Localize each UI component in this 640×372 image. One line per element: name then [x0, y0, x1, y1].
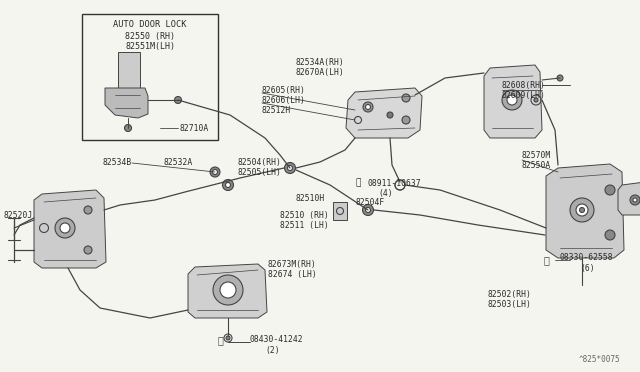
- Circle shape: [362, 205, 374, 215]
- Text: 82504F: 82504F: [355, 198, 384, 206]
- Circle shape: [630, 195, 640, 205]
- Circle shape: [570, 198, 594, 222]
- Text: 82512H: 82512H: [262, 106, 291, 115]
- Circle shape: [365, 208, 371, 212]
- Circle shape: [223, 180, 234, 190]
- Circle shape: [84, 246, 92, 254]
- Text: Ⓢ: Ⓢ: [543, 255, 549, 265]
- Circle shape: [365, 105, 371, 109]
- Text: Ⓞ: Ⓞ: [355, 179, 361, 187]
- Circle shape: [175, 96, 182, 103]
- Circle shape: [84, 206, 92, 214]
- Circle shape: [125, 125, 131, 131]
- Text: 82520J: 82520J: [3, 211, 32, 219]
- Circle shape: [212, 170, 218, 174]
- Text: (6): (6): [580, 263, 595, 273]
- Circle shape: [402, 94, 410, 102]
- Circle shape: [402, 116, 410, 124]
- Text: 82505(LH): 82505(LH): [238, 167, 282, 176]
- Circle shape: [213, 275, 243, 305]
- Circle shape: [60, 223, 70, 233]
- Circle shape: [220, 282, 236, 298]
- Text: 82608(RH): 82608(RH): [502, 80, 546, 90]
- Circle shape: [557, 75, 563, 81]
- Text: 82606(LH): 82606(LH): [262, 96, 306, 105]
- Text: 82504(RH): 82504(RH): [238, 157, 282, 167]
- Circle shape: [633, 198, 637, 202]
- Circle shape: [576, 204, 588, 216]
- Circle shape: [55, 218, 75, 238]
- Text: ^825*0075: ^825*0075: [579, 356, 620, 365]
- Text: 82670A(LH): 82670A(LH): [295, 67, 344, 77]
- Circle shape: [502, 90, 522, 110]
- Text: 82503(LH): 82503(LH): [488, 301, 532, 310]
- Circle shape: [605, 230, 615, 240]
- Circle shape: [605, 185, 615, 195]
- Text: 82550 (RH): 82550 (RH): [125, 32, 175, 41]
- Text: 82551M(LH): 82551M(LH): [125, 42, 175, 51]
- Text: 82502(RH): 82502(RH): [488, 291, 532, 299]
- Text: 82510 (RH): 82510 (RH): [280, 211, 329, 219]
- Text: 82511 (LH): 82511 (LH): [280, 221, 329, 230]
- Text: 82570M: 82570M: [522, 151, 551, 160]
- Circle shape: [507, 95, 517, 105]
- Polygon shape: [618, 182, 640, 215]
- Text: 08330-62558: 08330-62558: [560, 253, 614, 263]
- Circle shape: [534, 98, 538, 102]
- Circle shape: [285, 163, 296, 173]
- Polygon shape: [546, 164, 624, 258]
- Bar: [333, 202, 347, 220]
- Text: 82532A: 82532A: [163, 157, 193, 167]
- Text: (2): (2): [265, 346, 280, 355]
- Polygon shape: [188, 264, 267, 318]
- Polygon shape: [105, 88, 148, 118]
- Text: Ⓢ: Ⓢ: [217, 335, 223, 345]
- Text: (4): (4): [378, 189, 392, 198]
- Text: 82674 (LH): 82674 (LH): [268, 270, 317, 279]
- Polygon shape: [484, 65, 542, 138]
- Bar: [82, 14, 218, 140]
- Circle shape: [225, 183, 230, 187]
- Circle shape: [226, 336, 230, 340]
- Text: 82609(LH): 82609(LH): [502, 90, 546, 99]
- Text: 82605(RH): 82605(RH): [262, 86, 306, 94]
- Polygon shape: [34, 190, 106, 268]
- Circle shape: [287, 166, 292, 170]
- Text: 82510H: 82510H: [295, 193, 324, 202]
- Text: 82534A(RH): 82534A(RH): [295, 58, 344, 67]
- Circle shape: [363, 102, 373, 112]
- Bar: [118, 52, 140, 97]
- Circle shape: [210, 167, 220, 177]
- Text: 82710A: 82710A: [180, 124, 209, 132]
- Text: 82673M(RH): 82673M(RH): [268, 260, 317, 269]
- Text: 08911-10637: 08911-10637: [368, 179, 422, 187]
- Text: AUTO DOOR LOCK: AUTO DOOR LOCK: [113, 19, 187, 29]
- Text: 08430-41242: 08430-41242: [250, 336, 303, 344]
- Polygon shape: [346, 88, 422, 138]
- Circle shape: [579, 208, 584, 212]
- Text: 82534B: 82534B: [103, 157, 132, 167]
- Text: 82550A: 82550A: [522, 160, 551, 170]
- Circle shape: [387, 112, 393, 118]
